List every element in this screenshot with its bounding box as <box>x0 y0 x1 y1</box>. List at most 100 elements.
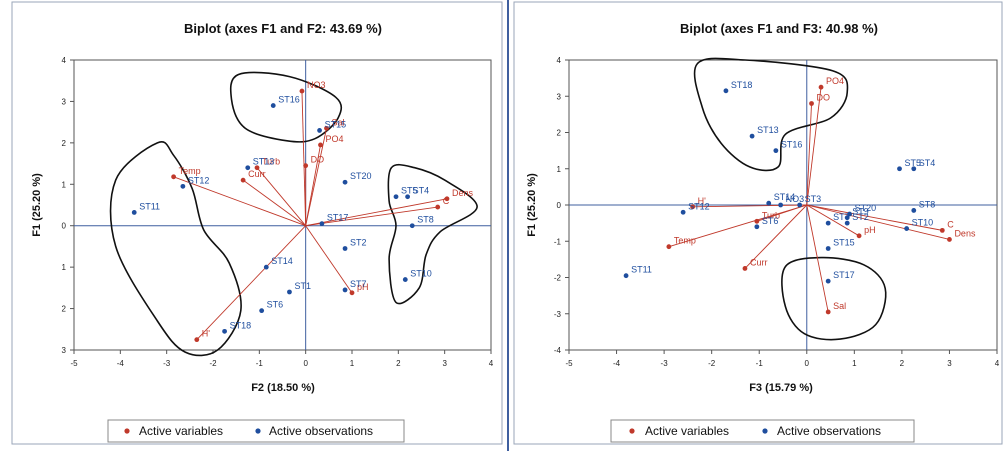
observation-point <box>847 211 852 217</box>
y-tick-label: 3 <box>557 92 562 101</box>
point-label: ST11 <box>139 201 160 211</box>
observation-point <box>393 194 399 200</box>
point-label: H' <box>202 329 210 339</box>
observation-point <box>319 221 325 227</box>
variable-vector <box>305 198 448 227</box>
point-label: pH <box>864 225 876 235</box>
variable-point <box>818 84 824 90</box>
chart-title: Biplot (axes F1 and F2: 43.69 %) <box>184 21 382 36</box>
observation-point <box>409 223 415 229</box>
y-tick-label: 0 <box>557 201 562 210</box>
observation-point <box>773 148 779 154</box>
variable-vector <box>196 225 306 340</box>
chart-marks: -5 -4 -3 -2 -1 0 1 2 3 4 3 2 1 0 1 2 3 4 NO3 Sal PO4 DO Turb Cu… <box>62 56 494 368</box>
point-label: ST20 <box>855 203 877 213</box>
y-tick-label: 2 <box>557 129 562 138</box>
legend-label-variables: Active variables <box>645 424 729 438</box>
point-label: Curr <box>750 257 768 267</box>
x-axis-label: F2 (18.50 %) <box>251 382 315 394</box>
x-tick-label: 4 <box>489 359 494 368</box>
point-label: ST4 <box>413 186 430 196</box>
cluster-outline <box>693 57 849 172</box>
variable-vector <box>305 206 438 227</box>
x-tick-label: -5 <box>70 359 78 368</box>
right-panel-frame <box>513 1 1003 445</box>
x-tick-label: 4 <box>995 359 1000 368</box>
variable-vector <box>305 225 353 294</box>
cluster-outline <box>109 141 242 357</box>
variable-point <box>254 165 260 171</box>
point-label: PO4 <box>325 134 343 144</box>
observation-point <box>911 208 917 213</box>
variable-point <box>825 309 831 315</box>
x-tick-label: 0 <box>303 359 308 368</box>
observation-point <box>405 194 410 200</box>
point-label: ST10 <box>912 218 934 228</box>
point-label: ST7 <box>350 279 367 289</box>
variable-vector <box>242 179 306 227</box>
legend-label-observations: Active observations <box>269 424 373 438</box>
point-label: ST3 <box>805 194 822 204</box>
observation-point <box>754 224 760 230</box>
point-label: ST12 <box>688 201 710 211</box>
point-label: Turb <box>762 210 780 220</box>
variable-point <box>444 196 450 202</box>
point-label: Sal <box>833 301 846 311</box>
variable-point <box>349 290 355 296</box>
y-tick-label: -1 <box>554 237 562 246</box>
variable-vector <box>305 128 327 226</box>
observation-point <box>797 202 803 208</box>
variable-point <box>435 204 441 210</box>
observation-point <box>245 165 251 171</box>
variable-point <box>666 244 672 250</box>
observation-point <box>623 273 629 279</box>
variable-vector <box>806 204 829 313</box>
observation-point <box>749 133 755 139</box>
point-label: ST8 <box>417 215 434 225</box>
observation-point <box>222 328 227 334</box>
x-tick-label: 3 <box>947 359 952 368</box>
observation-point <box>897 166 902 172</box>
observation-point <box>342 246 348 251</box>
variable-point <box>194 337 200 343</box>
observation-point <box>904 226 910 231</box>
point-label: ST18 <box>731 80 753 90</box>
x-tick-label: 2 <box>396 359 401 368</box>
legend-left: Active variables Active observations <box>107 419 405 443</box>
variable-vector <box>806 204 860 237</box>
point-label: Temp <box>179 166 201 176</box>
x-tick-label: -3 <box>661 359 669 368</box>
observation-point <box>342 179 348 185</box>
point-label: ST11 <box>631 265 652 275</box>
variable-vector <box>806 204 943 231</box>
point-label: ST17 <box>327 213 349 223</box>
observation-point <box>723 88 729 94</box>
cluster-outline <box>387 163 478 305</box>
x-tick-label: -2 <box>708 359 716 368</box>
variable-point <box>318 142 323 148</box>
legend-marker-observations <box>255 428 261 434</box>
variable-vector <box>668 204 807 248</box>
variable-point <box>324 125 329 131</box>
point-label: ST12 <box>188 175 210 185</box>
legend-label-variables: Active variables <box>139 424 223 438</box>
x-tick-label: 1 <box>350 359 355 368</box>
biplot-f1-f2: Biplot (axes F1 and F2: 43.69 %) F2 (18.… <box>31 21 494 394</box>
point-label: ST6 <box>267 300 284 310</box>
observation-point <box>259 308 265 314</box>
variable-point <box>947 237 952 242</box>
left-panel-frame <box>11 1 503 445</box>
point-label: Dens <box>452 188 474 198</box>
point-label: NO3 <box>307 80 326 90</box>
point-label: ST2 <box>852 212 869 222</box>
biplot-f1-f3: Biplot (axes F1 and F3: 40.98 %) F3 (15.… <box>526 21 1000 394</box>
variable-vector <box>806 204 950 240</box>
variable-vector <box>806 103 812 206</box>
point-label: ST9 <box>852 207 869 217</box>
point-label: ST1 <box>294 281 311 291</box>
point-label: C <box>443 196 450 206</box>
x-tick-label: -4 <box>117 359 125 368</box>
point-label: DO <box>817 93 831 103</box>
variable-point <box>303 163 309 169</box>
x-tick-label: -5 <box>565 359 573 368</box>
